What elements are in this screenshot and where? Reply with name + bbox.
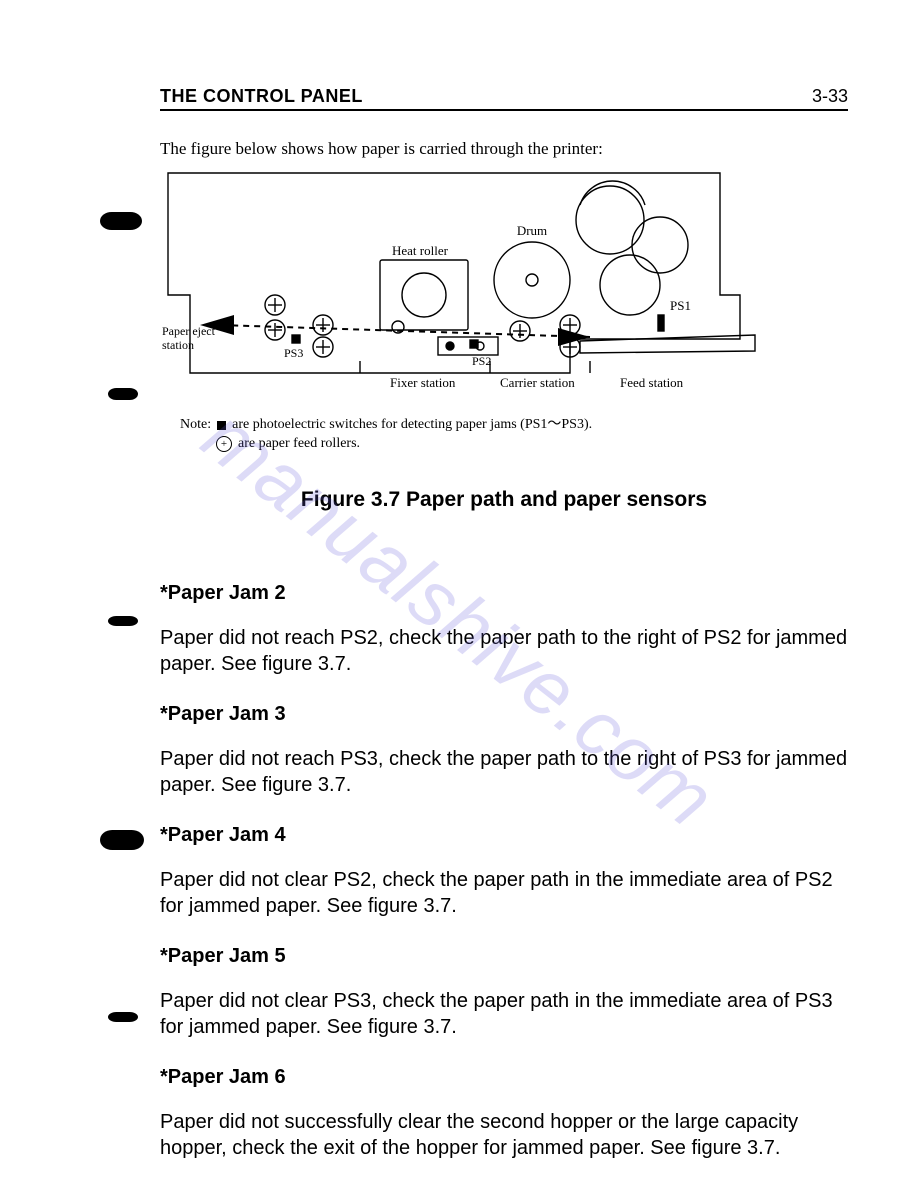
- binding-mark: [108, 616, 138, 626]
- svg-text:Fixer station: Fixer station: [390, 375, 456, 390]
- paper-jam-3-heading: *Paper Jam 3: [160, 703, 848, 726]
- binding-mark: [100, 830, 144, 850]
- page-number: 3-33: [812, 86, 848, 107]
- binding-mark: [100, 212, 142, 230]
- paper-jam-5-heading: *Paper Jam 5: [160, 945, 848, 968]
- figure-note: Note: are photoelectric switches for det…: [180, 416, 848, 454]
- intro-text: The figure below shows how paper is carr…: [160, 139, 848, 159]
- paper-jam-4-heading: *Paper Jam 4: [160, 824, 848, 847]
- paper-jam-2-heading: *Paper Jam 2: [160, 582, 848, 605]
- svg-text:Heat roller: Heat roller: [392, 243, 449, 258]
- svg-text:station: station: [162, 338, 194, 352]
- paper-jam-3-body: Paper did not reach PS3, check the paper…: [160, 746, 848, 798]
- binding-mark: [108, 388, 138, 400]
- page-header: THE CONTROL PANEL 3-33: [160, 86, 848, 111]
- svg-text:Drum: Drum: [517, 223, 547, 238]
- paper-jam-5-body: Paper did not clear PS3, check the paper…: [160, 988, 848, 1040]
- section-title: THE CONTROL PANEL: [160, 86, 363, 107]
- figure-caption: Figure 3.7 Paper path and paper sensors: [160, 488, 848, 512]
- svg-text:PS3: PS3: [284, 346, 303, 360]
- svg-text:PS1: PS1: [670, 298, 691, 313]
- svg-text:Carrier station: Carrier station: [500, 375, 575, 390]
- roller-icon: +: [216, 436, 232, 452]
- svg-text:Paper eject: Paper eject: [162, 324, 216, 338]
- paper-jam-2-body: Paper did not reach PS2, check the paper…: [160, 625, 848, 677]
- svg-text:Feed station: Feed station: [620, 375, 684, 390]
- paper-jam-6-body: Paper did not successfully clear the sec…: [160, 1109, 848, 1161]
- document-page: manualshive.com THE CONTROL PANEL 3-33 T…: [0, 0, 918, 1188]
- paper-path-diagram: Drum Heat roller PS1 PS2 PS3 Paper eject…: [160, 165, 760, 410]
- paper-jam-4-body: Paper did not clear PS2, check the paper…: [160, 867, 848, 919]
- binding-mark: [108, 1012, 138, 1022]
- svg-text:PS2: PS2: [472, 354, 491, 368]
- square-icon: [217, 421, 226, 430]
- paper-jam-6-heading: *Paper Jam 6: [160, 1066, 848, 1089]
